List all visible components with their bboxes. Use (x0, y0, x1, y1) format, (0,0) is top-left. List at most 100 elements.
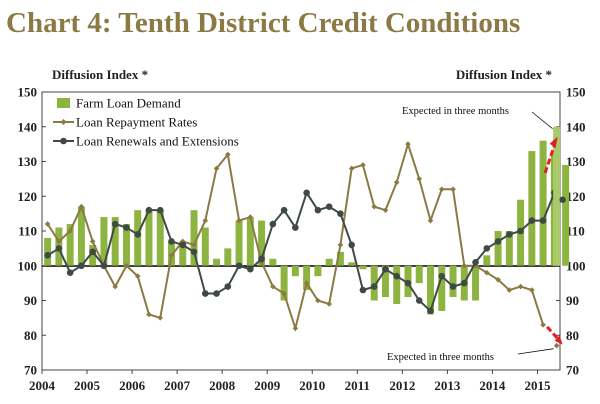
expected-demand-arrowhead (549, 136, 558, 148)
loan-renewals-and-extensions-point (393, 272, 401, 280)
loan-renewals-and-extensions-point (292, 224, 299, 231)
bar-farm-loan-demand (179, 241, 187, 266)
loan-renewals-and-extensions-point (415, 297, 423, 304)
loan-repayment-rates-point (529, 287, 535, 293)
bar-farm-loan-demand (224, 248, 232, 266)
loan-renewals-and-extensions-point (190, 248, 198, 256)
annotation-leader-bottom (517, 348, 554, 355)
bar-farm-loan-demand (201, 227, 209, 266)
bar-farm-loan-demand (528, 151, 536, 266)
left-axis-title: Diffusion Index * (52, 67, 148, 82)
loan-repayment-rates-point (517, 283, 524, 290)
loan-repayment-rates-point (112, 283, 118, 290)
loan-repayment-rates-point (157, 315, 164, 321)
bar-farm-loan-demand (393, 265, 401, 304)
loan-renewals-and-extensions-point (348, 241, 355, 249)
loan-repayment-rates-point (326, 301, 332, 307)
series-lines (44, 140, 558, 332)
bar-farm-loan-demand (336, 251, 344, 266)
bar-farm-loan-demand (314, 265, 322, 277)
bar-farm-loan-demand (348, 262, 356, 266)
bar-farm-loan-demand (122, 224, 130, 266)
loan-repayment-rates-point (303, 280, 310, 286)
expected-repayment-point (553, 342, 560, 349)
loan-repayment-rates-point (315, 297, 321, 304)
loan-repayment-rates-point (213, 165, 220, 172)
loan-renewals-and-extensions-point (460, 279, 468, 287)
loan-repayment-rates-point (416, 176, 423, 182)
bar-farm-loan-demand (359, 265, 367, 270)
bar-farm-loan-demand (44, 237, 52, 266)
farm-loan-demand-bars (44, 140, 570, 315)
y-tick-label-left: 90 (24, 293, 37, 308)
loan-repayment-rates-point (360, 162, 366, 168)
bar-farm-loan-demand (539, 140, 547, 266)
loan-renewals-and-extensions-point (213, 290, 220, 297)
loan-repayment-rates-point (438, 186, 445, 193)
loan-renewals-and-extensions-point (427, 307, 434, 315)
loan-repayment-rates-point (540, 322, 546, 328)
legend-swatch-farm-loan-demand (57, 98, 70, 108)
bar-farm-loan-demand (415, 265, 423, 284)
loan-renewals-and-extensions-point (539, 217, 547, 224)
loan-renewals-and-extensions-point (201, 290, 209, 297)
bar-farm-loan-demand (190, 210, 198, 266)
loan-renewals-and-extensions-point (517, 227, 524, 235)
loan-repayment-rates-point (134, 273, 141, 279)
loan-repayment-rates-point (281, 290, 287, 297)
legend-swatch-renewals-marker (60, 137, 67, 145)
loan-repayment-rates-point (44, 221, 51, 227)
loan-renewals-and-extensions-point (269, 220, 277, 228)
axis-ticks: 70 70 80 80 90 90 100 100 110 110 120 120 130 130 140 1… (18, 85, 586, 394)
loan-renewals-and-extensions-line (47, 190, 556, 313)
chart-title: Chart 4: Tenth District Credit Condition… (6, 7, 520, 39)
loan-repayment-rates-point (89, 238, 96, 245)
loan-repayment-rates-point (225, 151, 231, 158)
bar-farm-loan-demand (100, 217, 108, 266)
loan-renewals-and-extensions-point (303, 189, 310, 197)
expected-demand-arrow (543, 144, 557, 174)
legend-label-farm-loan-demand: Farm Loan Demand (76, 96, 181, 111)
bar-farm-loan-demand (483, 255, 491, 266)
loan-repayment-rates-point (56, 238, 62, 245)
loan-repayment-rates-point (292, 325, 299, 332)
legend: Farm Loan Demand Loan Repayment Rates Loan… (53, 96, 239, 149)
annotation-expected-top: Expected in three months (402, 106, 509, 117)
y-tick-label-right: 90 (566, 293, 579, 308)
right-axis-title: Diffusion Index * (456, 67, 552, 82)
expected-farm-loan-demand-bar (553, 126, 561, 266)
loan-renewals-and-extensions-point (179, 241, 187, 249)
y-tick-label-left: 140 (18, 119, 38, 134)
loan-renewals-and-extensions-point (89, 248, 96, 256)
bar-farm-loan-demand (246, 217, 254, 266)
loan-repayment-rates-point (393, 179, 400, 186)
x-tick-label: 2005 (74, 378, 101, 393)
expected-repayment-arrow (545, 325, 560, 341)
loan-repayment-rates-point (247, 214, 254, 220)
y-tick-label-right: 80 (566, 328, 579, 343)
y-tick-label-right: 100 (566, 258, 586, 273)
loan-renewals-and-extensions-point (494, 238, 502, 245)
legend-swatch-repayment-marker (60, 119, 67, 125)
legend-label-repayment: Loan Repayment Rates (76, 115, 197, 130)
x-tick-label: 2010 (299, 378, 325, 393)
loan-repayment-rates-point (270, 283, 276, 290)
loan-renewals-and-extensions-point (156, 206, 164, 214)
bar-farm-loan-demand (213, 258, 221, 266)
loan-repayment-rates-point (202, 217, 209, 224)
legend-label-renewals: Loan Renewals and Extensions (76, 134, 239, 149)
bar-farm-loan-demand (280, 265, 288, 301)
loan-renewals-and-extensions-point (145, 206, 153, 214)
y-tick-label-right: 110 (566, 224, 585, 239)
x-tick-label: 2004 (29, 378, 56, 393)
loan-renewals-and-extensions-point (100, 262, 108, 270)
annotation-leader-top (531, 111, 553, 130)
bar-farm-loan-demand (156, 210, 164, 266)
loan-renewals-and-extensions-point (258, 255, 265, 263)
bar-farm-loan-demand (472, 265, 480, 301)
x-tick-label: 2007 (164, 378, 191, 393)
bar-farm-loan-demand (235, 220, 243, 266)
loan-renewals-and-extensions-point (314, 206, 322, 214)
y-tick-label-right: 140 (566, 119, 586, 134)
